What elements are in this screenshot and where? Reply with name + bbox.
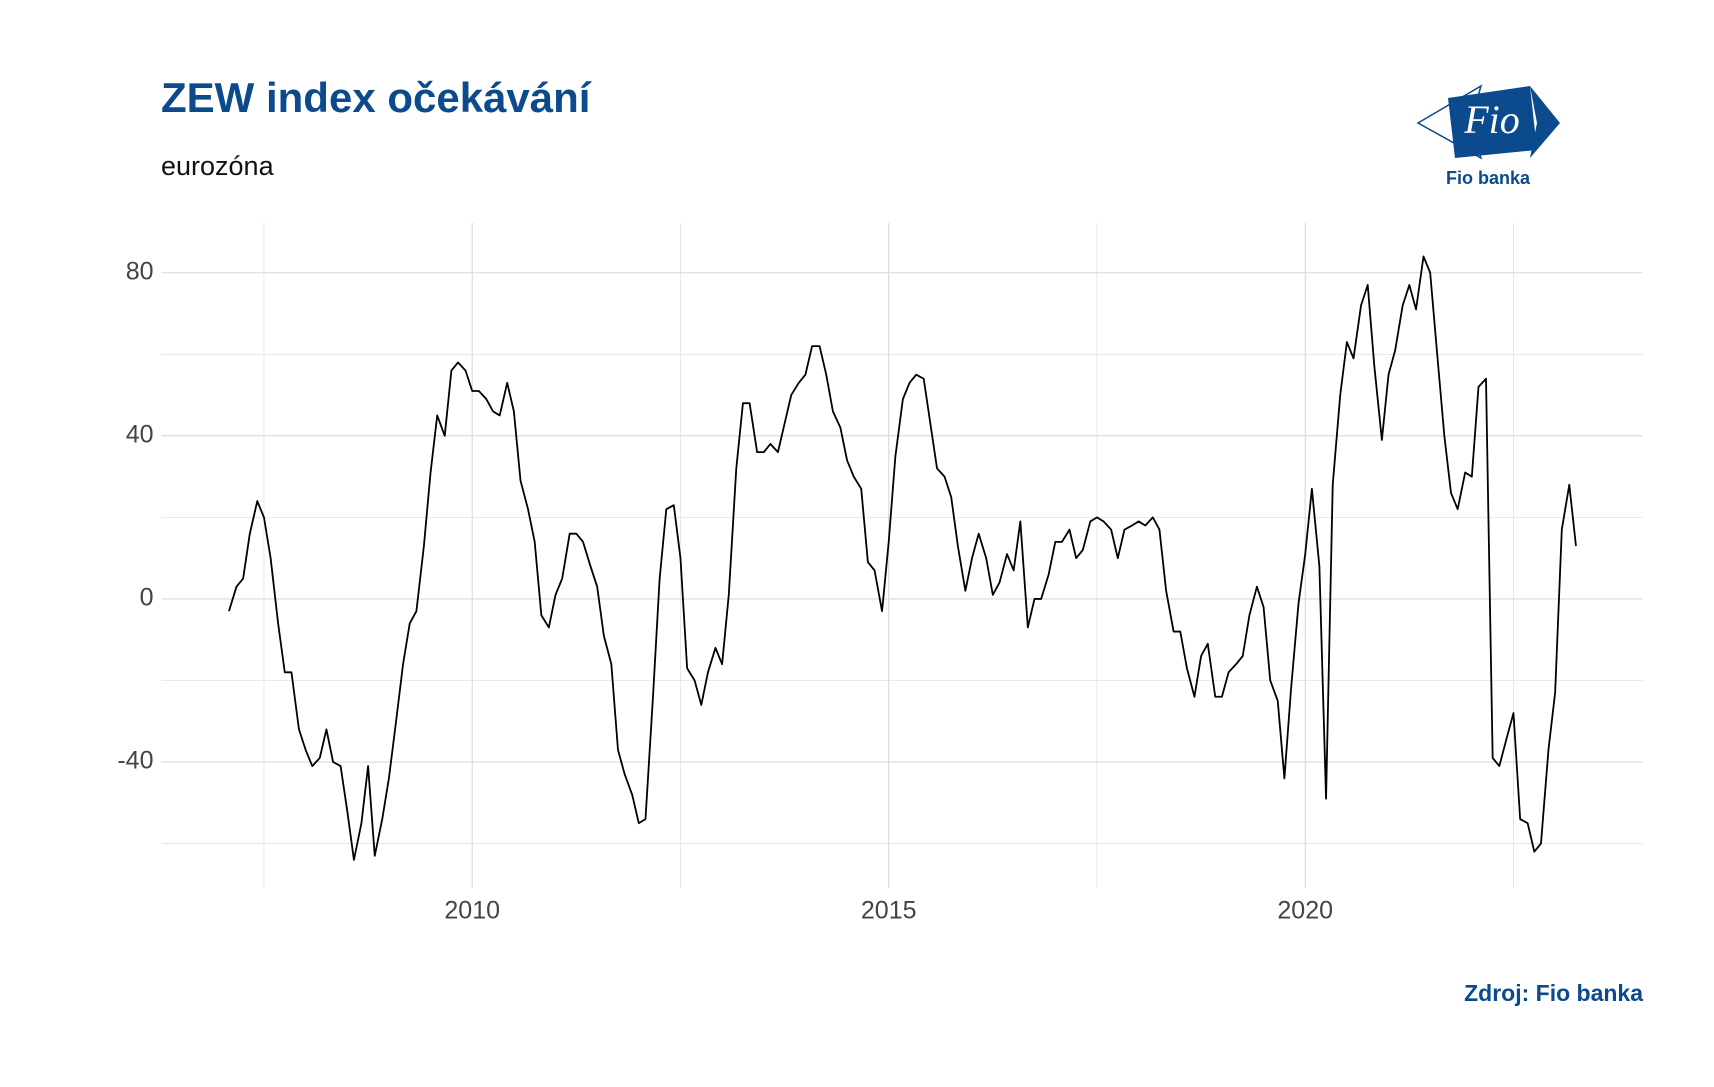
logo-square <box>1448 86 1537 158</box>
chart-subtitle: eurozóna <box>161 151 275 181</box>
chart-title: ZEW index očekávání <box>161 74 592 121</box>
logo-flag <box>1530 86 1560 158</box>
logo-mark: Fio <box>1463 97 1520 142</box>
y-tick-label: 40 <box>126 420 154 448</box>
y-tick-label: 80 <box>126 257 154 285</box>
y-tick-label: -40 <box>117 747 153 775</box>
x-tick-label: 2010 <box>444 897 500 925</box>
x-tick-label: 2015 <box>861 897 917 925</box>
logo-name: Fio banka <box>1446 168 1531 188</box>
x-tick-label: 2020 <box>1277 897 1333 925</box>
source: Zdroj: Fio banka <box>1464 980 1643 1006</box>
line-series <box>228 255 1577 861</box>
y-tick-label: 0 <box>140 584 154 612</box>
logo: Fio Fio banka <box>1416 84 1560 188</box>
